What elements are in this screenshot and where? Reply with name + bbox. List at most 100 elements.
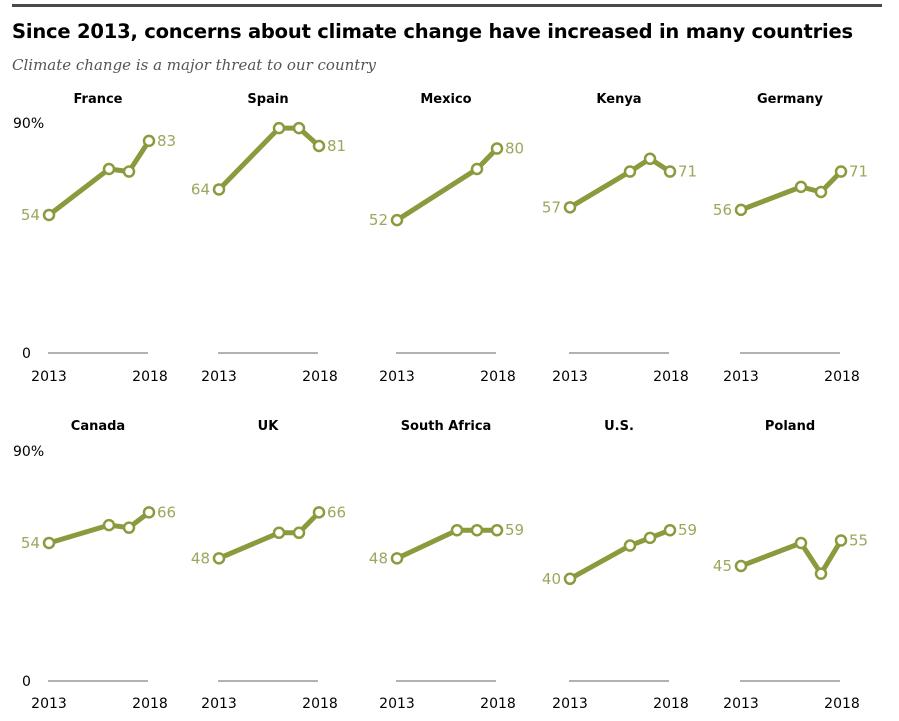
x-tick-label-end: 2018 [132,369,168,385]
data-point-kenya-2017 [643,152,657,166]
data-label-kenya-end: 71 [678,163,697,181]
panel-title-poland: Poland [765,419,815,434]
x-tick-label-start: 2013 [379,369,415,385]
series-line-kenya [567,156,673,210]
series-line-canada [46,509,152,546]
data-point-poland-2018 [834,534,848,547]
data-label-u-s-end: 59 [678,521,697,539]
x-tick-label-start: 2013 [31,369,67,385]
x-tick-label-start: 2013 [723,696,759,712]
panel-title-uk: UK [258,419,280,434]
x-tick-label-end: 2018 [653,369,689,385]
series-line-poland [738,537,844,577]
data-point-south-africa-2017 [470,523,484,537]
x-tick-label-start: 2013 [201,696,237,712]
series-line-germany [738,169,844,213]
data-point-poland-2017 [814,567,828,580]
data-point-mexico-2013 [390,213,404,227]
x-tick-label-end: 2018 [302,369,338,385]
y-tick-label-top: 90% [13,116,44,132]
series-line-spain [216,125,322,192]
data-point-france-2017 [122,165,136,178]
panel-title-mexico: Mexico [420,92,471,107]
x-tick-label-start: 2013 [201,369,237,385]
x-tick-label-end: 2018 [480,696,516,712]
x-tick-label-start: 2013 [552,696,588,712]
x-tick-label-start: 2013 [379,696,415,712]
data-point-south-africa-2013 [390,552,404,565]
x-tick-label-end: 2018 [480,369,516,385]
panel-title-france: France [73,92,122,107]
data-point-u-s-2018 [663,523,677,537]
data-point-poland-2013 [734,559,748,573]
x-tick-label-start: 2013 [552,369,588,385]
data-point-germany-2016 [794,180,808,194]
data-label-poland-start: 45 [713,557,732,575]
data-label-france-start: 54 [21,206,40,224]
data-label-germany-end: 71 [849,163,868,181]
data-label-south-africa-end: 59 [505,521,524,539]
data-point-canada-2018 [142,506,156,519]
x-tick-label-end: 2018 [132,696,168,712]
data-label-spain-start: 64 [191,180,210,198]
data-point-kenya-2013 [563,201,577,214]
data-point-germany-2017 [814,185,828,199]
data-point-uk-2013 [212,552,226,565]
data-point-canada-2016 [102,518,116,532]
data-point-south-africa-2016 [450,523,464,537]
data-label-poland-end: 55 [849,531,868,549]
data-point-canada-2013 [42,536,56,550]
data-point-kenya-2018 [663,165,677,178]
data-point-france-2016 [102,162,116,176]
top-rule [12,4,882,7]
data-label-uk-start: 48 [191,549,210,567]
data-point-mexico-2018 [490,142,504,155]
data-label-u-s-start: 40 [542,570,561,588]
data-point-france-2018 [142,134,156,148]
data-point-spain-2016 [272,121,286,135]
data-point-spain-2017 [292,121,306,135]
data-label-spain-end: 81 [327,137,346,155]
chart-title: Since 2013, concerns about climate chang… [12,20,853,43]
data-label-france-end: 83 [157,132,176,150]
data-point-uk-2017 [292,526,306,540]
data-point-uk-2016 [272,526,286,540]
panel-title-canada: Canada [71,419,125,434]
data-point-france-2013 [42,208,56,222]
data-label-kenya-start: 57 [542,198,561,216]
panel-title-germany: Germany [757,92,823,107]
x-tick-label-start: 2013 [31,696,67,712]
data-point-kenya-2016 [623,165,637,178]
panel-title-south-africa: South Africa [401,419,492,434]
x-tick-label-start: 2013 [723,369,759,385]
data-point-germany-2013 [734,203,748,217]
x-tick-label-end: 2018 [302,696,338,712]
x-tick-label-end: 2018 [824,696,860,712]
data-point-uk-2018 [312,506,326,519]
data-label-uk-end: 66 [327,503,346,521]
series-line-mexico [394,146,500,223]
y-tick-label-zero: 0 [22,674,31,690]
y-tick-label-top: 90% [13,444,44,460]
x-tick-label-end: 2018 [653,696,689,712]
data-label-mexico-end: 80 [505,140,524,158]
data-point-poland-2016 [794,536,808,550]
data-point-u-s-2017 [643,531,657,545]
data-point-spain-2013 [212,183,226,196]
panel-title-spain: Spain [247,92,288,107]
panel-title-kenya: Kenya [596,92,641,107]
series-line-france [46,138,152,218]
data-label-canada-start: 54 [21,534,40,552]
data-label-mexico-start: 52 [369,211,388,229]
panel-title-u-s: U.S. [604,419,634,434]
data-point-germany-2018 [834,165,848,178]
data-point-u-s-2016 [623,539,637,552]
data-point-canada-2017 [122,521,136,534]
data-label-south-africa-start: 48 [369,549,388,567]
data-point-spain-2018 [312,139,326,153]
series-line-south-africa [394,527,500,561]
data-point-south-africa-2018 [490,523,504,537]
data-point-u-s-2013 [563,572,577,586]
x-tick-label-end: 2018 [824,369,860,385]
